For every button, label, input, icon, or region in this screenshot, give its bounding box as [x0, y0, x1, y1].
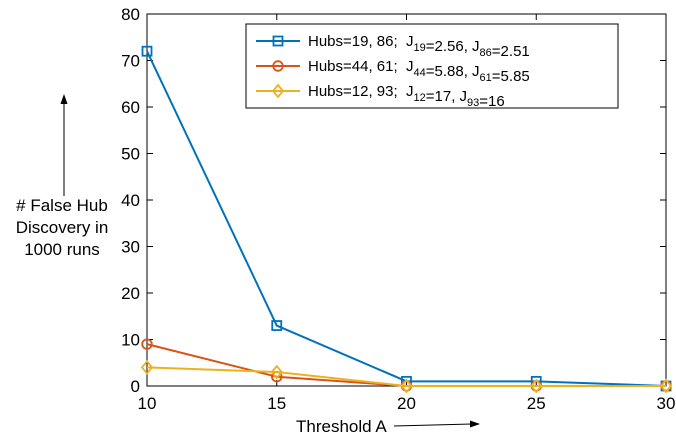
legend-item-1: Hubs=19, 86; J19=2.56, J86=2.51: [256, 33, 530, 60]
legend-marker: [271, 83, 285, 99]
data-point: [270, 364, 283, 380]
data-point: [141, 45, 153, 57]
series-line: [146, 366, 666, 387]
x-axis-arrow-head: [470, 420, 480, 428]
y-tick-label: 50: [121, 145, 140, 164]
x-axis-label: Threshold A: [296, 417, 480, 436]
y-tick-label: 40: [121, 191, 140, 210]
legend-label: Hubs=44, 61; J44=5.88, J61=5.85: [308, 58, 530, 85]
legend-label: Hubs=19, 86; J19=2.56, J86=2.51: [308, 33, 530, 60]
y-axis-label-line-1: # False Hub: [16, 196, 108, 215]
x-axis-label-text: Threshold A: [296, 417, 387, 436]
x-tick-label: 10: [138, 394, 157, 413]
legend-item-3: Hubs=12, 93; J12=17, J93=16: [256, 83, 505, 110]
legend-box: [245, 23, 619, 109]
series-3: [140, 359, 673, 394]
legend-marker: [272, 60, 284, 72]
y-tick-label: 0: [131, 377, 140, 396]
data-point: [271, 320, 283, 331]
y-axis-label: # False Hub Discovery in 1000 runs: [16, 94, 109, 259]
y-tick-label: 30: [121, 238, 140, 257]
y-tick-label: 20: [121, 284, 140, 303]
x-tick-label: 20: [397, 394, 416, 413]
x-tick-label: 30: [657, 394, 676, 413]
y-axis-label-line-3: 1000 runs: [24, 240, 100, 259]
data-point: [140, 359, 154, 375]
x-axis-arrow-line: [393, 423, 473, 427]
legend-label: Hubs=12, 93; J12=17, J93=16: [308, 83, 505, 110]
x-tick-label: 15: [267, 394, 286, 413]
data-point: [141, 338, 153, 350]
y-tick-label: 60: [121, 98, 140, 117]
legend-marker: [272, 35, 284, 47]
y-tick-label: 70: [121, 52, 140, 71]
x-tick-label: 25: [527, 394, 546, 413]
series-layer: [140, 45, 673, 394]
legend-item-2: Hubs=44, 61; J44=5.88, J61=5.85: [256, 58, 530, 85]
x-axis: 10 15 20 25 30: [138, 14, 676, 413]
y-tick-label: 10: [121, 331, 140, 350]
data-point: [400, 378, 413, 394]
data-point: [530, 378, 543, 394]
y-axis-arrow-head: [60, 94, 68, 104]
y-axis: 0 10 20 30 40 50 60 70 80: [121, 5, 666, 396]
y-tick-label: 80: [121, 5, 140, 24]
legend: Hubs=19, 86; J19=2.56, J86=2.51Hubs=44, …: [245, 23, 619, 110]
y-axis-label-line-2: Discovery in: [16, 218, 109, 237]
data-point: [659, 378, 673, 394]
